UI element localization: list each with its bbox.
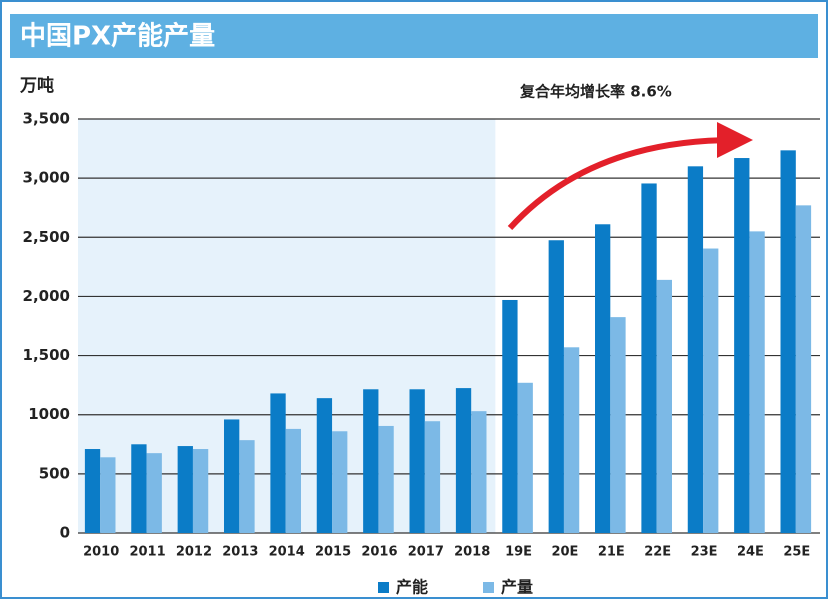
x-tick-label: 2016 [361, 545, 397, 560]
bar [734, 158, 750, 533]
bar [363, 389, 379, 533]
x-tick-label: 19E [505, 545, 532, 560]
bar [224, 419, 240, 533]
legend-label: 产能 [396, 578, 428, 597]
legend-swatch [378, 582, 389, 593]
x-tick-label: 2012 [176, 545, 212, 560]
y-tick-label: 3,500 [23, 110, 70, 128]
bar [285, 428, 301, 533]
bar [192, 449, 209, 533]
x-tick-label: 2014 [269, 545, 305, 560]
legend-swatch [483, 582, 494, 593]
y-tick-label: 500 [39, 464, 70, 482]
x-tick-label: 2017 [408, 545, 444, 560]
x-tick-label: 2013 [222, 545, 258, 560]
y-tick-label: 1000 [28, 405, 70, 423]
bar [641, 183, 657, 534]
x-tick-label: 20E [551, 545, 578, 560]
bar [517, 382, 533, 533]
x-tick-label: 2010 [83, 545, 119, 560]
bar [424, 421, 441, 533]
bar [610, 317, 626, 533]
bar [239, 440, 255, 533]
bar [749, 231, 765, 533]
bar [595, 224, 611, 533]
y-tick-label: 1,500 [23, 346, 70, 364]
bar [780, 150, 796, 534]
bar [84, 449, 101, 533]
y-tick-label: 0 [60, 524, 70, 542]
x-tick-label: 24E [737, 545, 764, 560]
bar [270, 393, 286, 533]
legend-label: 产量 [501, 578, 533, 597]
annotation: 复合年均增长率 8.6% [519, 83, 672, 101]
x-tick-label: 23E [691, 545, 718, 560]
y-axis-label: 万吨 [19, 75, 54, 96]
bar [409, 389, 425, 533]
bar [656, 279, 672, 533]
bar [100, 457, 116, 533]
bar [131, 444, 147, 533]
chart-title: 中国PX产能产量 [20, 21, 215, 52]
bar [548, 240, 564, 533]
title-bar [10, 14, 818, 58]
x-tick-label: 21E [598, 545, 625, 560]
bar [471, 411, 487, 533]
x-tick-label: 2015 [315, 545, 351, 560]
bar [177, 446, 193, 533]
bar [687, 166, 704, 534]
x-tick-label: 2018 [454, 545, 490, 560]
bar [316, 398, 333, 533]
bar [703, 248, 719, 533]
bar [563, 347, 580, 533]
x-tick-label: 25E [783, 545, 810, 560]
x-tick-label: 22E [644, 545, 671, 560]
bar [795, 205, 812, 533]
bar [146, 453, 162, 533]
y-tick-label: 2,500 [23, 228, 70, 246]
x-tick-label: 2011 [129, 545, 165, 560]
bar [332, 431, 348, 533]
bar [455, 388, 472, 533]
bar [378, 425, 394, 533]
bar [502, 299, 518, 533]
y-tick-label: 2,000 [23, 287, 70, 305]
y-tick-label: 3,000 [23, 169, 70, 187]
growth-arrow [507, 122, 753, 231]
